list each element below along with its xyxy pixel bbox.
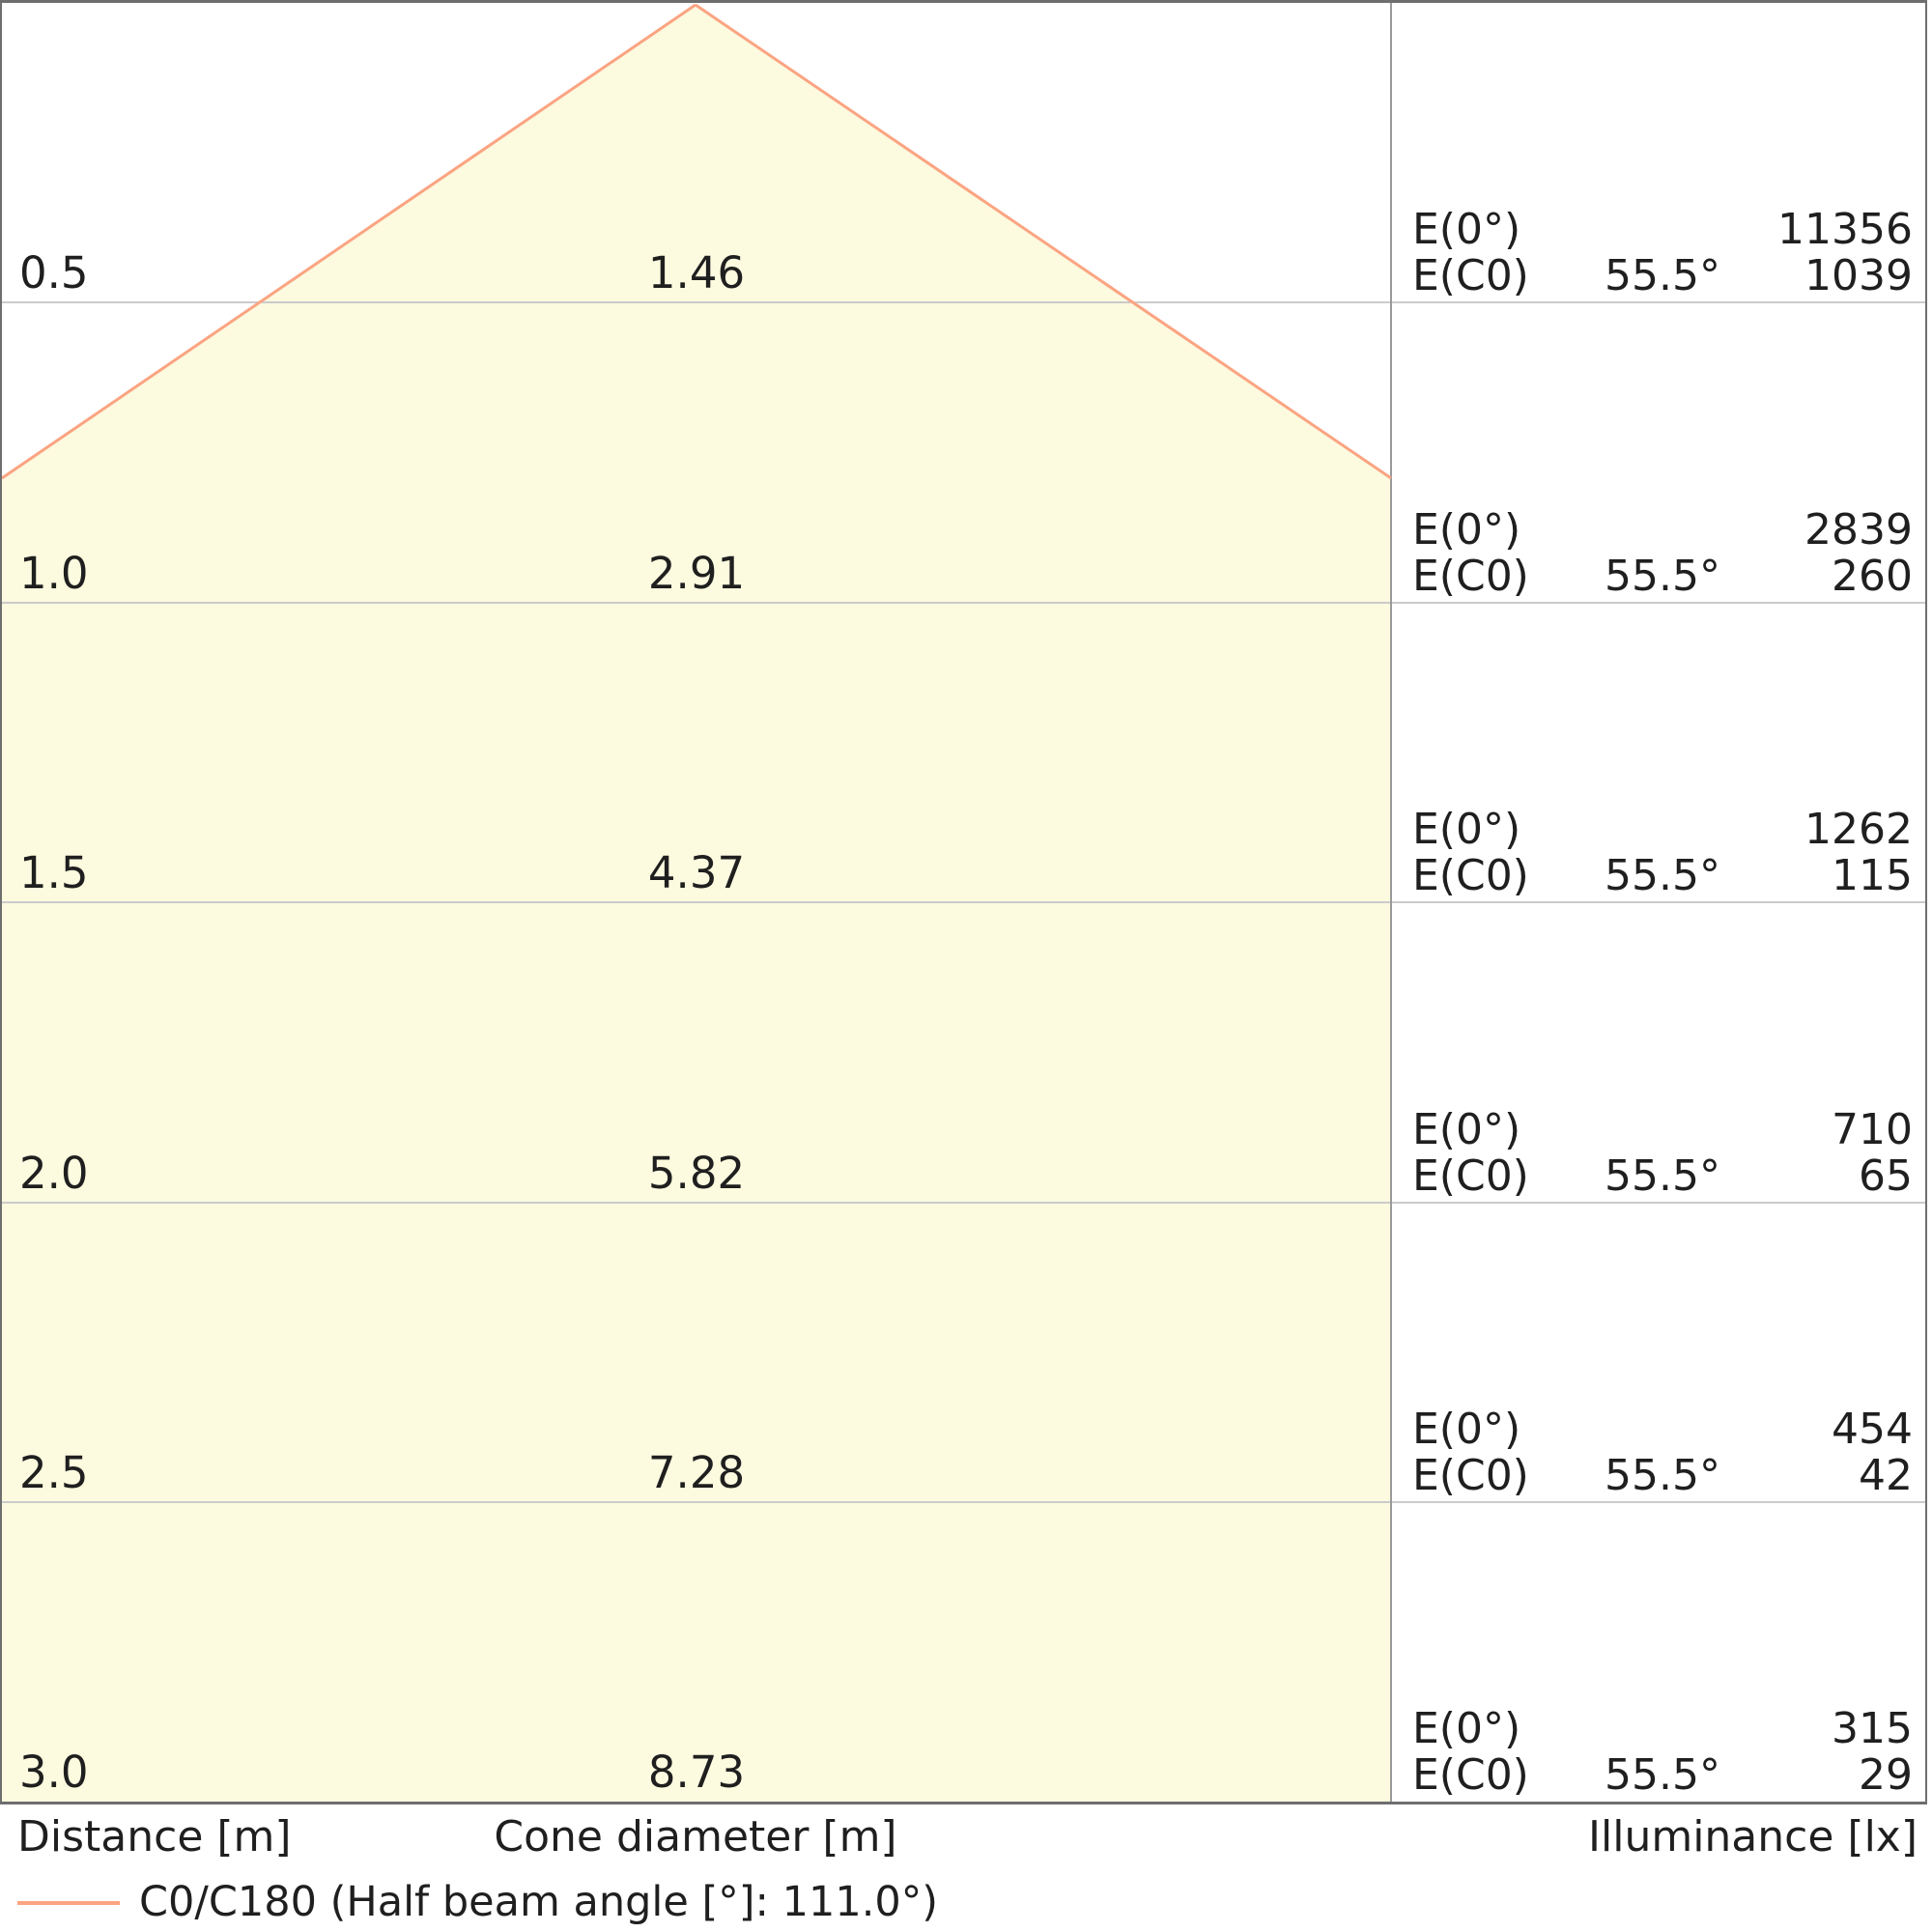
ec0-angle: 55.5° [1605, 1750, 1720, 1800]
illuminance-cell: E(0°) 2839 E(C0) 55.5° 260 [1412, 507, 1913, 600]
cone-diameter-value: 2.91 [647, 547, 746, 599]
distance-label: 2.0 [19, 1147, 89, 1199]
ec0-label: E(C0) [1412, 1151, 1529, 1201]
illuminance-cell: E(0°) 315 E(C0) 55.5° 29 [1412, 1706, 1913, 1799]
e0-label: E(0°) [1412, 205, 1521, 254]
legend-line-swatch [17, 1901, 120, 1905]
illuminance-axis-label: Illuminance [lx] [1588, 1812, 1918, 1861]
distance-axis-label: Distance [m] [17, 1812, 292, 1861]
distance-label: 0.5 [19, 246, 89, 298]
ec0-line: E(C0) 55.5° 1039 [1412, 253, 1913, 299]
ec0-label: E(C0) [1412, 552, 1529, 601]
e0-line: E(0°) 2839 [1412, 507, 1913, 554]
ec0-label: E(C0) [1412, 851, 1529, 900]
cone-diameter-value: 4.37 [647, 846, 746, 898]
ec0-value: 260 [1832, 552, 1913, 601]
distance-label: 2.5 [19, 1446, 89, 1498]
chart-area: 0.5 1.46 E(0°) 11356 E(C0) 55.5° 1039 1.… [0, 0, 1927, 1804]
ec0-angle: 55.5° [1605, 251, 1720, 300]
cone-plot [2, 3, 1925, 1802]
ec0-line: E(C0) 55.5° 29 [1412, 1752, 1913, 1799]
ec0-label: E(C0) [1412, 1451, 1529, 1500]
e0-line: E(0°) 11356 [1412, 207, 1913, 253]
illuminance-cell: E(0°) 710 E(C0) 55.5° 65 [1412, 1107, 1913, 1200]
e0-line: E(0°) 315 [1412, 1706, 1913, 1752]
cone-diameter-value: 1.46 [647, 246, 746, 298]
cone-diameter-value: 7.28 [647, 1446, 746, 1498]
cone-diameter-value: 5.82 [647, 1147, 746, 1199]
e0-label: E(0°) [1412, 1105, 1521, 1154]
e0-label: E(0°) [1412, 805, 1521, 854]
legend-label: C0/C180 (Half beam angle [°]: 111.0°) [139, 1878, 939, 1927]
ec0-line: E(C0) 55.5° 65 [1412, 1153, 1913, 1200]
e0-label: E(0°) [1412, 1704, 1521, 1753]
e0-value: 315 [1832, 1704, 1913, 1753]
e0-value: 454 [1832, 1405, 1913, 1454]
ec0-value: 65 [1859, 1151, 1913, 1201]
e0-value: 2839 [1804, 505, 1913, 554]
e0-value: 710 [1832, 1105, 1913, 1154]
ec0-value: 115 [1832, 851, 1913, 900]
ec0-line: E(C0) 55.5° 115 [1412, 853, 1913, 899]
ec0-label: E(C0) [1412, 1750, 1529, 1800]
ec0-angle: 55.5° [1605, 552, 1720, 601]
ec0-value: 1039 [1804, 251, 1913, 300]
distance-label: 3.0 [19, 1746, 89, 1798]
cone-diameter-axis-label: Cone diameter [m] [494, 1812, 897, 1861]
ec0-value: 29 [1859, 1750, 1913, 1800]
cone-edge-right [695, 3, 1392, 480]
ec0-value: 42 [1859, 1451, 1913, 1500]
e0-value: 1262 [1804, 805, 1913, 854]
e0-value: 11356 [1777, 205, 1913, 254]
e0-label: E(0°) [1412, 505, 1521, 554]
e0-line: E(0°) 454 [1412, 1406, 1913, 1453]
e0-line: E(0°) 1262 [1412, 807, 1913, 853]
e0-label: E(0°) [1412, 1405, 1521, 1454]
ec0-line: E(C0) 55.5° 42 [1412, 1453, 1913, 1499]
axis-labels: Distance [m] Cone diameter [m] Illuminan… [0, 1812, 1927, 1868]
illuminance-cell: E(0°) 1262 E(C0) 55.5° 115 [1412, 807, 1913, 899]
legend: C0/C180 (Half beam angle [°]: 111.0°) [17, 1876, 938, 1930]
illuminance-cell: E(0°) 454 E(C0) 55.5° 42 [1412, 1406, 1913, 1499]
cone-edge-left [2, 3, 696, 480]
ec0-angle: 55.5° [1605, 851, 1720, 900]
ec0-line: E(C0) 55.5° 260 [1412, 554, 1913, 600]
ec0-angle: 55.5° [1605, 1151, 1720, 1201]
ec0-angle: 55.5° [1605, 1451, 1720, 1500]
illuminance-cell: E(0°) 11356 E(C0) 55.5° 1039 [1412, 207, 1913, 299]
e0-line: E(0°) 710 [1412, 1107, 1913, 1153]
cone-diameter-value: 8.73 [647, 1746, 746, 1798]
distance-label: 1.5 [19, 846, 89, 898]
distance-label: 1.0 [19, 547, 89, 599]
ec0-label: E(C0) [1412, 251, 1529, 300]
